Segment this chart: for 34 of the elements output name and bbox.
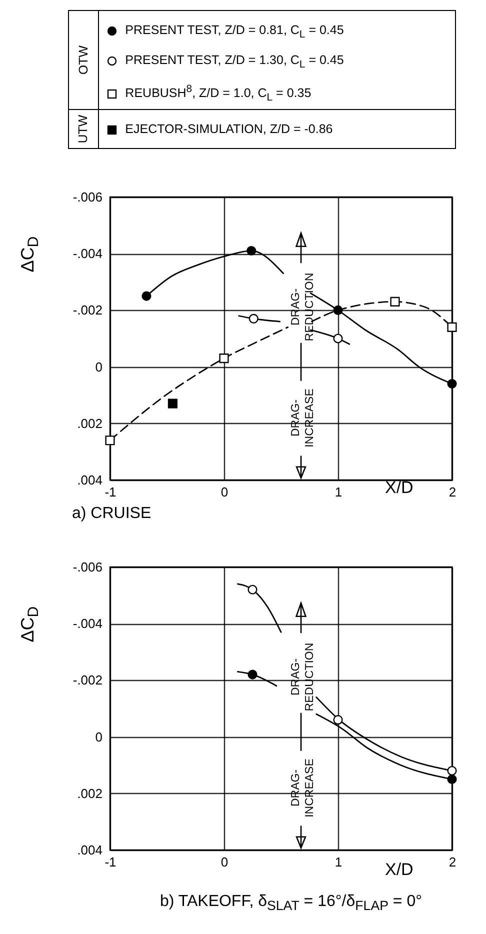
- y-tick-label: -.002: [72, 302, 102, 318]
- legend-label: REUBUSH$^{8}$, Z/D = 1.0, C$_{L}$ = 0.35: [125, 84, 312, 104]
- y-tick-label: -.006: [72, 190, 102, 204]
- y-tick-label: 0: [95, 359, 102, 374]
- x-axis-title: X/D: [385, 860, 414, 880]
- annotation: DRAG- REDUCTION: [290, 272, 316, 342]
- legend-label: PRESENT TEST, Z/D = 0.81, C$_{L}$ = 0.45: [125, 23, 344, 40]
- y-tick-label: -.004: [72, 616, 102, 632]
- annotation: DRAG- INCREASE: [290, 388, 316, 448]
- x-tick-label: 1: [334, 854, 342, 870]
- text: UTW: [76, 114, 91, 144]
- x-tick-label: 0: [220, 854, 228, 870]
- y-tick-label: 0: [95, 729, 102, 744]
- x-tick-label: 1: [334, 484, 342, 500]
- y-tick-label: .002: [77, 786, 102, 801]
- y-tick-label: -.004: [72, 246, 102, 262]
- x-tick-label: 0: [220, 484, 228, 500]
- legend-label: PRESENT TEST, Z/D = 1.30, C$_{L}$ = 0.45: [125, 53, 344, 70]
- x-tick-label: -1: [104, 854, 116, 870]
- y-tick-label: .002: [77, 416, 102, 431]
- y-tick-label: -.006: [72, 560, 102, 574]
- annotation: DRAG- INCREASE: [290, 758, 316, 818]
- y-tick-label: .004: [77, 842, 102, 858]
- x-tick-label: 2: [448, 854, 456, 870]
- text: a) CRUISE: [72, 505, 152, 523]
- x-tick-label: 2: [448, 484, 456, 500]
- annotation: DRAG- REDUCTION: [290, 642, 316, 712]
- legend-label: EJECTOR-SIMULATION, Z/D = -0.86: [125, 122, 333, 136]
- y-tick-label: .004: [77, 472, 102, 488]
- y-tick-label: -.002: [72, 672, 102, 688]
- text: b) TAKEOFF, δ$_{SLAT}$ = 16°/δ$_{FLAP}$ = 0°: [160, 893, 422, 914]
- x-tick-label: -1: [104, 484, 116, 500]
- x-axis-title: X/D: [385, 478, 414, 498]
- text: OTW: [76, 45, 91, 75]
